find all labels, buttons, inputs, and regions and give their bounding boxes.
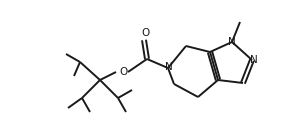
Text: N: N: [250, 55, 258, 65]
Text: N: N: [165, 62, 173, 72]
Text: N: N: [228, 37, 236, 47]
Text: O: O: [120, 67, 128, 77]
Text: O: O: [141, 28, 149, 38]
